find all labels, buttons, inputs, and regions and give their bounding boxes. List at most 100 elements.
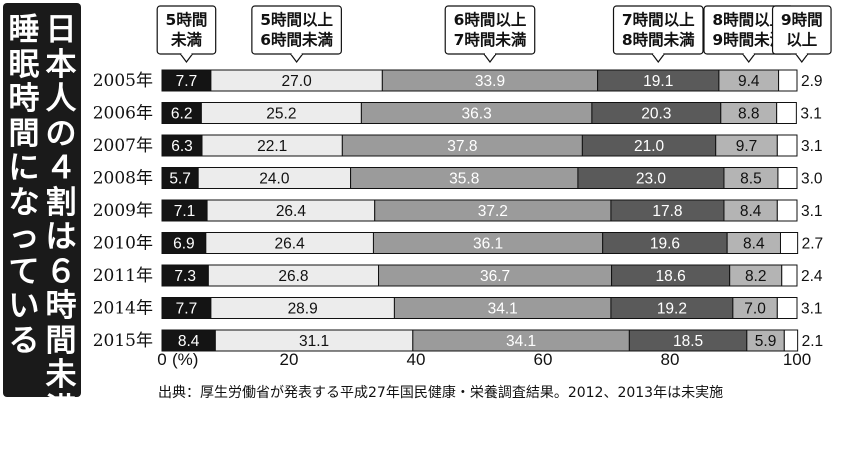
chart-figure: 日 本 人 の ４ 割 は ６ 時 間 未 満 の 睡 眠 時 間 に な っ … xyxy=(3,3,832,401)
data-label: 34.1 xyxy=(488,301,518,318)
year-label: 2014年 xyxy=(93,299,153,319)
year-label: 2009年 xyxy=(93,201,153,221)
data-label: 33.9 xyxy=(475,73,505,90)
legend-label-6: 以上 xyxy=(786,31,818,49)
data-label: 6.9 xyxy=(173,236,195,253)
data-label: 8.8 xyxy=(738,106,760,123)
bar-segment xyxy=(777,167,798,189)
data-label: 24.0 xyxy=(259,171,290,188)
data-label: 5.9 xyxy=(755,333,777,350)
data-label: 18.5 xyxy=(673,333,703,350)
legend-label-1: 5時間 xyxy=(166,10,208,29)
data-label: 8.5 xyxy=(740,171,762,188)
data-label: 9.4 xyxy=(738,73,760,90)
data-label: 19.1 xyxy=(643,73,673,90)
data-label: 6.3 xyxy=(171,138,193,155)
legend-label-1: 未満 xyxy=(170,30,203,49)
data-label: 7.0 xyxy=(744,301,766,318)
data-label: 37.2 xyxy=(478,203,508,220)
data-label: 34.1 xyxy=(506,333,536,350)
data-label: 36.1 xyxy=(473,236,503,253)
x-tick-label: 100 xyxy=(783,350,811,369)
legend-pointer-4 xyxy=(651,53,665,63)
x-tick-label: 60 xyxy=(534,350,553,369)
data-label: 31.1 xyxy=(299,333,329,350)
bar-segment xyxy=(783,329,799,352)
year-label: 2008年 xyxy=(93,169,153,189)
data-label: 9.7 xyxy=(736,138,758,155)
data-label: 25.2 xyxy=(266,106,296,123)
data-label: 7.3 xyxy=(174,268,196,285)
data-label: 36.3 xyxy=(462,106,492,123)
data-label: 6.2 xyxy=(171,106,193,123)
data-label: 37.8 xyxy=(447,138,477,155)
data-label: 20.3 xyxy=(641,106,671,123)
legend-pointer-2 xyxy=(290,53,304,63)
data-label: 8.4 xyxy=(740,203,762,220)
data-label: 7.7 xyxy=(176,301,198,318)
data-label: 35.8 xyxy=(449,171,479,188)
legend-label-5: 9時間未満 xyxy=(712,30,785,49)
data-label: 23.0 xyxy=(636,171,667,188)
data-label: 19.6 xyxy=(650,236,680,253)
source-note: 出典：厚生労働省が発表する平成27年国民健康・栄養調査結果。2012、2013年… xyxy=(158,385,724,401)
bar-segment xyxy=(781,264,798,287)
bar-segment xyxy=(776,134,798,157)
data-label: 26.4 xyxy=(276,203,307,220)
bar-segment xyxy=(776,102,797,124)
bar-segment xyxy=(778,69,798,92)
data-label: 3.1 xyxy=(800,106,822,123)
data-label: 2.1 xyxy=(802,333,824,350)
data-label: 28.9 xyxy=(288,301,318,318)
x-tick-label: 20 xyxy=(280,350,299,369)
bar-segment xyxy=(779,232,799,254)
legend-label-3: 6時間以上 xyxy=(454,10,527,29)
data-label: 2.9 xyxy=(801,73,823,90)
year-label: 2015年 xyxy=(93,331,153,351)
data-label: 17.8 xyxy=(652,203,682,220)
data-label: 18.6 xyxy=(656,268,686,285)
data-label: 8.4 xyxy=(743,236,765,253)
bar-segment xyxy=(776,199,798,222)
x-tick-label: 0 xyxy=(157,350,166,369)
year-label: 2011年 xyxy=(93,266,153,286)
data-label: 5.7 xyxy=(169,171,191,188)
legend-label-6: 9時間 xyxy=(781,10,823,29)
data-label: 7.1 xyxy=(174,203,196,220)
legend-pointer-6 xyxy=(795,53,809,63)
year-label: 2006年 xyxy=(93,104,153,124)
legend-pointer-3 xyxy=(483,53,497,63)
x-tick-label: 80 xyxy=(661,350,680,369)
data-label: 3.1 xyxy=(801,138,823,155)
data-label: 2.4 xyxy=(801,268,823,285)
data-label: 19.2 xyxy=(657,301,687,318)
data-label: 3.1 xyxy=(801,301,823,318)
legend-label-2: 6時間未満 xyxy=(260,30,333,49)
data-label: 8.4 xyxy=(178,333,200,350)
data-label: 22.1 xyxy=(257,138,287,155)
data-label: 8.2 xyxy=(745,268,767,285)
data-label: 26.8 xyxy=(278,268,308,285)
data-label: 2.7 xyxy=(802,236,824,253)
data-label: 3.0 xyxy=(801,171,823,188)
x-unit-label: (%) xyxy=(172,350,198,369)
x-tick-label: 40 xyxy=(407,350,426,369)
data-label: 21.0 xyxy=(634,138,665,155)
title-line-2: 睡 眠 時 間 に な っ て い る xyxy=(8,12,40,359)
year-label: 2010年 xyxy=(93,234,153,254)
legend-label-5: 8時間以上 xyxy=(712,10,785,29)
legend-pointer-1 xyxy=(179,53,193,63)
legend-label-2: 5時間以上 xyxy=(260,10,333,29)
legend-pointer-5 xyxy=(742,53,756,63)
legend-label-4: 8時間未満 xyxy=(622,30,695,49)
legend-label-3: 7時間未満 xyxy=(454,30,527,49)
data-label: 27.0 xyxy=(282,73,313,90)
legend-label-4: 7時間以上 xyxy=(622,10,695,29)
data-label: 36.7 xyxy=(480,268,510,285)
bar-segment xyxy=(776,297,798,319)
data-label: 26.4 xyxy=(275,236,306,253)
data-label: 3.1 xyxy=(801,203,823,220)
year-label: 2005年 xyxy=(93,71,153,91)
data-label: 7.7 xyxy=(176,73,198,90)
